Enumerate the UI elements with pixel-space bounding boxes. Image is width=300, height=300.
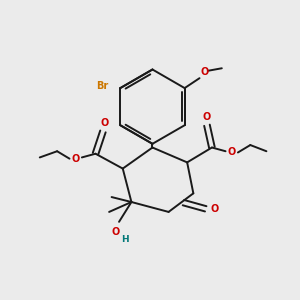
Text: O: O <box>210 204 218 214</box>
Text: O: O <box>100 118 108 128</box>
Text: O: O <box>203 112 211 122</box>
Text: O: O <box>228 148 236 158</box>
Text: O: O <box>111 227 119 237</box>
Text: Br: Br <box>96 81 108 91</box>
Text: O: O <box>200 67 208 77</box>
Text: O: O <box>72 154 80 164</box>
Text: H: H <box>122 235 129 244</box>
